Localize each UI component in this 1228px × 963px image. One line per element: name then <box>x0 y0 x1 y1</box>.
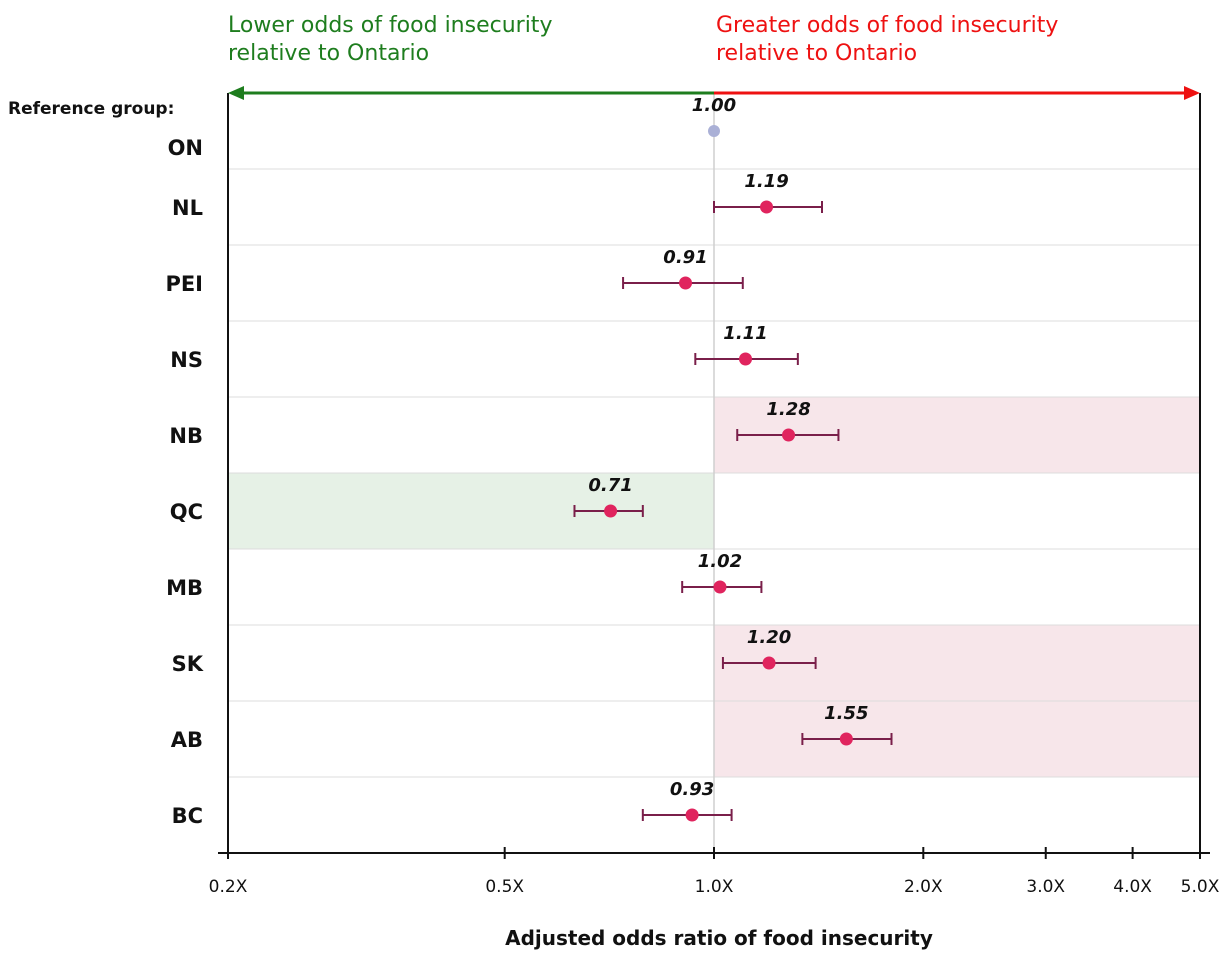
x-tick-label: 4.0X <box>1113 877 1152 897</box>
value-label-on: 1.00 <box>692 95 736 116</box>
row-label-sk: SK <box>172 652 204 676</box>
value-label-nb: 1.28 <box>766 399 810 420</box>
row-label-nl: NL <box>172 196 203 220</box>
chart-labels: 0.2X 0.5X 1.0X 2.0X 3.0X 4.0X 5.0X 1.00 ON 1.19 NL… <box>165 95 1219 897</box>
reference-group-label: Reference group: <box>8 99 175 119</box>
axes <box>218 93 1210 859</box>
point-nl <box>760 200 774 214</box>
lower-odds-header: Lower odds of food insecurity relative t… <box>228 13 553 66</box>
data-marks <box>573 125 893 822</box>
value-label-qc: 0.71 <box>588 475 632 496</box>
value-label-mb: 1.02 <box>698 551 742 572</box>
row-gridlines <box>228 93 1200 853</box>
x-tick-label: 1.0X <box>695 877 734 897</box>
row-label-on: ON <box>168 136 203 160</box>
point-nb <box>782 428 796 442</box>
row-label-ns: NS <box>170 348 203 372</box>
x-tick-label: 0.5X <box>485 877 524 897</box>
row-label-mb: MB <box>166 576 203 600</box>
point-sk <box>762 656 776 670</box>
point-ns <box>739 352 753 366</box>
point-on <box>708 125 720 137</box>
lower-odds-arrowhead <box>228 86 244 100</box>
value-label-bc: 0.93 <box>670 779 714 800</box>
direction-arrows <box>228 86 1200 100</box>
x-tick-label: 2.0X <box>904 877 943 897</box>
x-tick-label: 5.0X <box>1181 877 1220 897</box>
value-label-ab: 1.55 <box>824 703 868 724</box>
x-axis-title: Adjusted odds ratio of food insecurity <box>505 926 933 950</box>
highlight-band-ab <box>714 701 1200 777</box>
value-label-pei: 0.91 <box>663 247 707 268</box>
point-ab <box>839 732 853 746</box>
point-pei <box>679 276 693 290</box>
point-mb <box>713 580 727 594</box>
value-label-sk: 1.20 <box>747 627 791 648</box>
greater-odds-arrowhead <box>1184 86 1200 100</box>
x-tick-label: 0.2X <box>209 877 248 897</box>
row-label-ab: AB <box>171 728 203 752</box>
value-label-ns: 1.11 <box>723 323 767 344</box>
row-label-pei: PEI <box>165 272 203 296</box>
point-qc <box>604 504 618 518</box>
row-label-qc: QC <box>170 500 203 524</box>
value-label-nl: 1.19 <box>744 171 788 192</box>
x-tick-label: 3.0X <box>1026 877 1065 897</box>
row-label-nb: NB <box>169 424 203 448</box>
greater-odds-header: Greater odds of food insecurity relative… <box>716 13 1059 66</box>
point-bc <box>685 808 699 822</box>
row-label-bc: BC <box>172 804 203 828</box>
